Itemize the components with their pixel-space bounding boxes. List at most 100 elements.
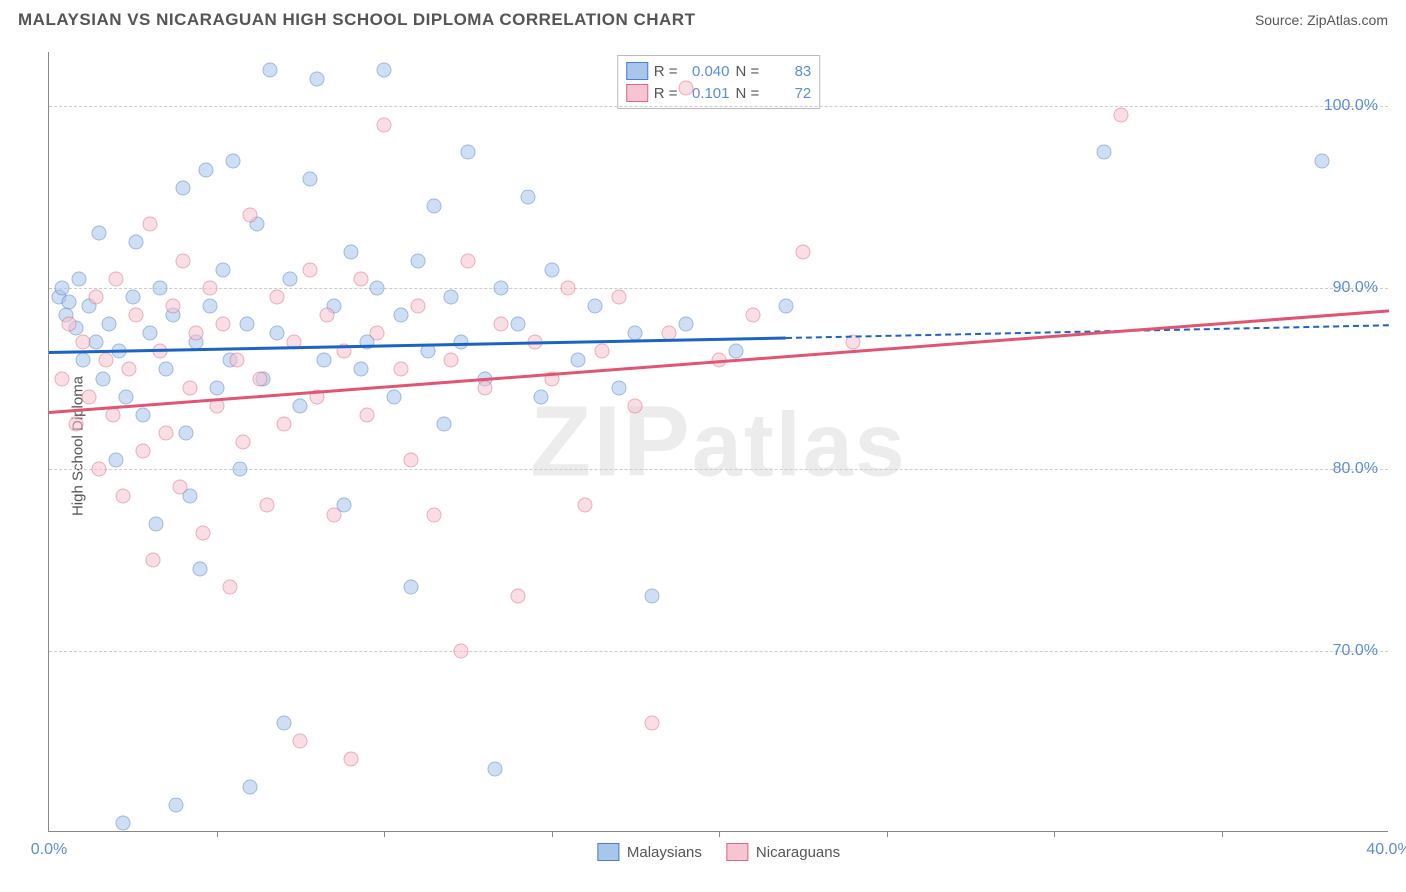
scatter-point bbox=[239, 317, 254, 332]
scatter-point bbox=[645, 716, 660, 731]
scatter-point bbox=[169, 797, 184, 812]
scatter-point bbox=[236, 435, 251, 450]
scatter-point bbox=[370, 280, 385, 295]
scatter-point bbox=[216, 317, 231, 332]
scatter-point bbox=[253, 371, 268, 386]
scatter-point bbox=[232, 462, 247, 477]
scatter-point bbox=[326, 507, 341, 522]
scatter-point bbox=[115, 815, 130, 830]
scatter-point bbox=[152, 280, 167, 295]
scatter-point bbox=[199, 162, 214, 177]
scatter-point bbox=[202, 298, 217, 313]
scatter-point bbox=[135, 444, 150, 459]
scatter-point bbox=[149, 516, 164, 531]
scatter-point bbox=[521, 190, 536, 205]
scatter-point bbox=[410, 298, 425, 313]
scatter-point bbox=[283, 271, 298, 286]
scatter-point bbox=[403, 453, 418, 468]
scatter-point bbox=[165, 298, 180, 313]
y-tick-label: 70.0% bbox=[1333, 642, 1378, 660]
scatter-point bbox=[795, 244, 810, 259]
legend-item-nicaraguans: Nicaraguans bbox=[726, 843, 840, 861]
scatter-point bbox=[303, 171, 318, 186]
scatter-point bbox=[95, 371, 110, 386]
scatter-point bbox=[109, 453, 124, 468]
scatter-point bbox=[202, 280, 217, 295]
scatter-point bbox=[511, 589, 526, 604]
scatter-point bbox=[216, 262, 231, 277]
scatter-point bbox=[179, 425, 194, 440]
scatter-point bbox=[316, 353, 331, 368]
scatter-point bbox=[62, 317, 77, 332]
scatter-point bbox=[269, 326, 284, 341]
x-tick-label: 40.0% bbox=[1366, 841, 1406, 859]
scatter-point bbox=[55, 280, 70, 295]
scatter-point bbox=[1097, 144, 1112, 159]
scatter-point bbox=[410, 253, 425, 268]
scatter-point bbox=[276, 716, 291, 731]
x-tick-mark bbox=[1222, 831, 1223, 837]
scatter-point bbox=[494, 280, 509, 295]
scatter-point bbox=[454, 643, 469, 658]
x-tick-label: 0.0% bbox=[31, 841, 67, 859]
scatter-point bbox=[779, 298, 794, 313]
scatter-point bbox=[62, 295, 77, 310]
scatter-point bbox=[122, 362, 137, 377]
scatter-point bbox=[159, 425, 174, 440]
scatter-point bbox=[628, 398, 643, 413]
scatter-point bbox=[263, 63, 278, 78]
legend-item-malaysians: Malaysians bbox=[597, 843, 702, 861]
scatter-point bbox=[129, 308, 144, 323]
scatter-point bbox=[172, 480, 187, 495]
scatter-point bbox=[437, 416, 452, 431]
x-tick-mark bbox=[217, 831, 218, 837]
scatter-point bbox=[678, 81, 693, 96]
scatter-point bbox=[269, 289, 284, 304]
scatter-point bbox=[728, 344, 743, 359]
scatter-point bbox=[98, 353, 113, 368]
scatter-point bbox=[571, 353, 586, 368]
scatter-point bbox=[393, 308, 408, 323]
scatter-point bbox=[196, 525, 211, 540]
scatter-point bbox=[745, 308, 760, 323]
scatter-point bbox=[594, 344, 609, 359]
scatter-point bbox=[534, 389, 549, 404]
scatter-point bbox=[125, 289, 140, 304]
gridline bbox=[49, 469, 1388, 470]
scatter-point bbox=[678, 317, 693, 332]
scatter-point bbox=[611, 380, 626, 395]
scatter-point bbox=[377, 117, 392, 132]
scatter-point bbox=[343, 752, 358, 767]
scatter-point bbox=[487, 761, 502, 776]
scatter-point bbox=[588, 298, 603, 313]
legend-swatch-icon bbox=[597, 843, 619, 861]
scatter-point bbox=[477, 380, 492, 395]
x-tick-mark bbox=[887, 831, 888, 837]
scatter-point bbox=[159, 362, 174, 377]
source-attribution: Source: ZipAtlas.com bbox=[1255, 12, 1388, 28]
scatter-point bbox=[243, 779, 258, 794]
scatter-point bbox=[226, 153, 241, 168]
scatter-point bbox=[393, 362, 408, 377]
scatter-point bbox=[444, 353, 459, 368]
gridline bbox=[49, 651, 1388, 652]
scatter-point bbox=[645, 589, 660, 604]
legend-correlation: R = 0.040 N = 83 R = 0.101 N = 72 bbox=[617, 55, 821, 109]
scatter-point bbox=[310, 72, 325, 87]
legend-swatch-malaysians bbox=[626, 62, 648, 80]
y-tick-label: 90.0% bbox=[1333, 279, 1378, 297]
scatter-point bbox=[293, 734, 308, 749]
legend-row-nicaraguans: R = 0.101 N = 72 bbox=[626, 82, 812, 104]
scatter-point bbox=[115, 489, 130, 504]
gridline bbox=[49, 106, 1388, 107]
scatter-point bbox=[303, 262, 318, 277]
scatter-point bbox=[145, 552, 160, 567]
scatter-point bbox=[387, 389, 402, 404]
scatter-point bbox=[75, 335, 90, 350]
scatter-point bbox=[222, 580, 237, 595]
scatter-point bbox=[360, 407, 375, 422]
scatter-point bbox=[92, 462, 107, 477]
scatter-point bbox=[176, 181, 191, 196]
scatter-point bbox=[494, 317, 509, 332]
scatter-point bbox=[102, 317, 117, 332]
